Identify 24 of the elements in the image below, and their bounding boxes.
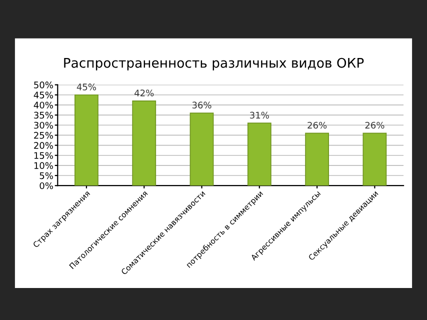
y-tick-label: 35% xyxy=(34,112,53,119)
bar xyxy=(305,132,329,186)
data-label: 42% xyxy=(134,90,154,96)
y-tick-label: 40% xyxy=(34,102,53,109)
y-tick-label: 50% xyxy=(34,82,53,88)
y-tick-label: 25% xyxy=(34,132,53,139)
y-tick-label: 45% xyxy=(34,92,53,98)
data-label: 26% xyxy=(365,122,384,129)
data-label: 36% xyxy=(192,102,212,108)
data-label: 45% xyxy=(76,84,96,90)
bar xyxy=(247,122,272,186)
bar xyxy=(132,100,156,186)
bar xyxy=(74,94,98,186)
y-tick-label: 5% xyxy=(40,172,53,180)
data-label: 26% xyxy=(308,122,327,129)
y-tick-label: 20% xyxy=(34,142,53,149)
y-tick-label: 10% xyxy=(34,162,53,169)
data-label: 31% xyxy=(250,112,269,119)
y-tick-label: 15% xyxy=(34,152,53,159)
y-tick-label: 0% xyxy=(40,182,53,190)
bar xyxy=(362,132,387,186)
y-tick-label: 30% xyxy=(34,122,53,129)
bar xyxy=(190,112,214,186)
chart-title: Распространенность различных видов ОКР xyxy=(64,58,364,70)
